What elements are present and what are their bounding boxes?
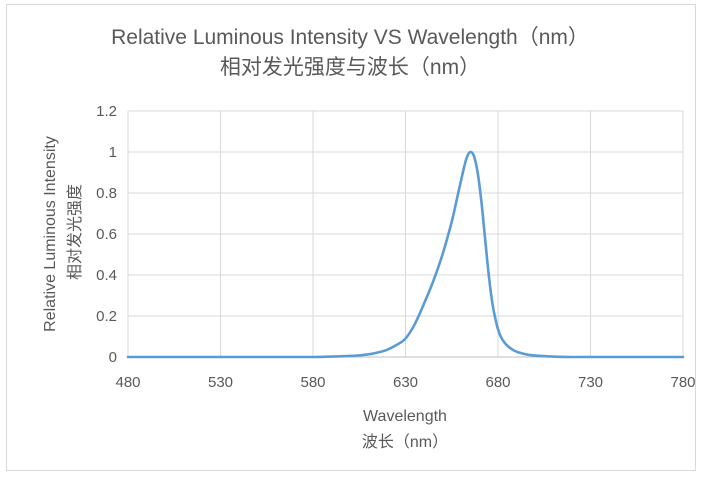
y-tick-label: 0.6 [96,226,117,243]
series-line-1 [126,150,685,359]
x-tick-label: 630 [393,374,418,391]
chart-frame [6,4,696,471]
x-tick-label: 730 [578,374,603,391]
y-tick-label: 0.8 [96,185,117,202]
y-axis-title: Relative Luminous Intensity [42,136,59,332]
y-tick-label: 1 [109,144,117,161]
x-axis-title-cn: 波长（nm） [362,433,448,451]
x-tick-label: 680 [485,374,510,391]
gridlines [127,110,684,357]
y-tick-label: 0.4 [96,267,117,284]
x-tick-label: 480 [115,374,140,391]
chart-title: Relative Luminous Intensity VS Wavelengt… [111,26,589,49]
tick-labels: 0 0.2 0.4 0.6 0.8 1 1.2 480 530 580 630 680 730 780 [96,103,695,391]
x-tick-label: 580 [300,374,325,391]
chart-subtitle: 相对发光强度与波长（nm） [220,56,480,79]
x-tick-label: 780 [670,374,695,391]
y-tick-label: 0.2 [96,308,117,325]
x-axis-title: Wavelength [363,408,447,425]
y-tick-label: 0 [109,349,117,366]
x-tick-label: 530 [208,374,233,391]
series-group [126,150,685,359]
y-axis-title-cn: 相对发光强度 [66,184,84,280]
y-tick-label: 1.2 [96,103,117,120]
